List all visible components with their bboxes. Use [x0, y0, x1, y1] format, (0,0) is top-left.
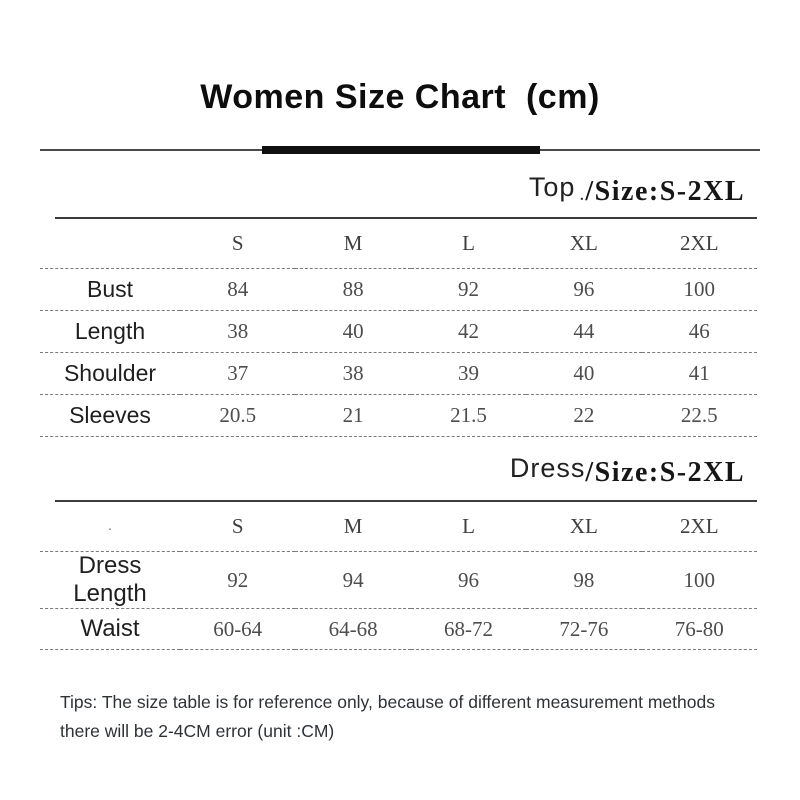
size-header-l: L: [462, 231, 475, 255]
table-row-dress-length: Dress Length 92 94 96 98 100: [40, 552, 757, 609]
cell: 42: [457, 319, 479, 343]
row-label: Dress Length: [73, 552, 147, 607]
title-divider: [40, 146, 760, 154]
top-size-table: S M L XL 2XL Bust 84 88 92 96 100 Length…: [40, 219, 757, 437]
cell: 44: [573, 319, 595, 343]
cell: 84: [227, 277, 249, 301]
table-row-bust: Bust 84 88 92 96 100: [40, 269, 757, 311]
cell: 72-76: [559, 616, 609, 641]
section-dot: .: [579, 183, 585, 205]
row-label: Bust: [86, 276, 134, 302]
table-row-length: Length 38 40 42 44 46: [40, 311, 757, 353]
top-section-heading: Top ./Size:S-2XL: [55, 172, 757, 219]
section-size-range-dress: /Size:S-2XL: [585, 457, 745, 488]
cell: 96: [573, 277, 595, 301]
cell: 40: [573, 361, 595, 385]
cell: 94: [342, 567, 364, 592]
size-header-2xl: 2XL: [680, 514, 719, 538]
cell: 40: [342, 319, 364, 343]
row-label: Waist: [80, 615, 140, 642]
section-name-dress: Dress: [509, 453, 586, 483]
cell: 37: [227, 361, 249, 385]
row-label: Sleeves: [69, 402, 151, 428]
cell: 22.5: [680, 403, 718, 427]
table-row-waist: Waist 60-64 64-68 68-72 72-76 76-80: [40, 609, 757, 650]
row-label: Shoulder: [63, 360, 157, 386]
cell: 41: [688, 361, 710, 385]
table-header-row: S M L XL 2XL: [40, 219, 757, 269]
cell: 38: [342, 361, 364, 385]
header-spacer: [40, 219, 180, 269]
size-header-m: M: [343, 231, 363, 255]
cell: 21: [342, 403, 364, 427]
cell: 20.5: [219, 403, 257, 427]
dress-section-heading: Dress/Size:S-2XL: [55, 451, 757, 502]
cell: 39: [457, 361, 479, 385]
table-row-shoulder: Shoulder 37 38 39 40 41: [40, 353, 757, 395]
cell: 60-64: [213, 616, 263, 641]
table-header-row: . S M L XL 2XL: [40, 502, 757, 552]
cell: 46: [688, 319, 710, 343]
cell: 22: [573, 403, 595, 427]
header-note-dot: .: [108, 518, 112, 534]
size-header-s: S: [231, 514, 244, 538]
tips-line-1: Tips: The size table is for reference on…: [60, 692, 715, 712]
size-header-l: L: [462, 514, 475, 538]
cell: 92: [227, 567, 249, 592]
section-name-top: Top: [528, 172, 576, 202]
cell: 96: [457, 567, 479, 592]
size-header-xl: XL: [569, 514, 598, 538]
table-row-sleeves: Sleeves 20.5 21 21.5 22 22.5: [40, 395, 757, 437]
section-size-range-top: /Size:S-2XL: [585, 176, 745, 207]
tips-note: Tips: The size table is for reference on…: [60, 688, 760, 746]
cell: 100: [683, 567, 716, 592]
size-header-m: M: [343, 514, 363, 538]
cell: 92: [457, 277, 479, 301]
page-title: Women Size Chart (cm): [200, 78, 600, 116]
row-label: Length: [74, 318, 146, 344]
cell: 38: [227, 319, 249, 343]
cell: 76-80: [674, 616, 724, 641]
dress-size-table: . S M L XL 2XL Dress Length 92 94 96 98 …: [40, 502, 757, 650]
cell: 68-72: [443, 616, 493, 641]
size-header-s: S: [231, 231, 244, 255]
cell: 21.5: [450, 403, 487, 427]
size-header-xl: XL: [569, 231, 598, 255]
tips-line-2: there will be 2-4CM error (unit :CM): [60, 721, 335, 741]
size-header-2xl: 2XL: [680, 231, 719, 255]
cell: 64-68: [328, 616, 378, 641]
cell: 88: [342, 277, 364, 301]
cell: 98: [573, 567, 595, 592]
divider-thick-bar: [262, 146, 540, 154]
cell: 100: [683, 277, 716, 301]
